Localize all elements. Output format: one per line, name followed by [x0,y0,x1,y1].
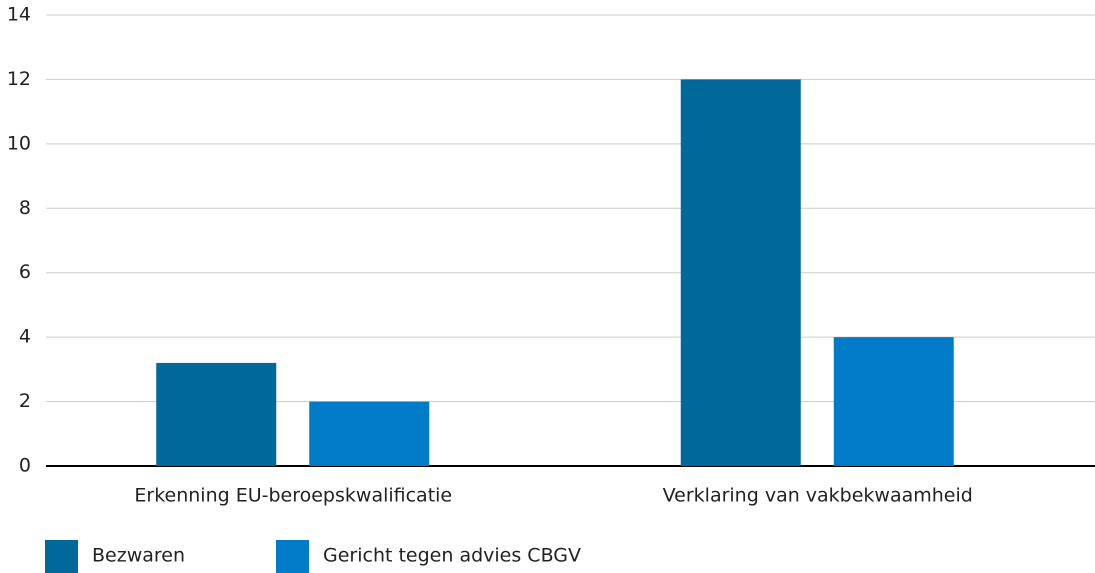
x-tick-label: Verklaring van vakbekwaamheid [663,485,973,507]
y-tick-label: 12 [7,68,31,90]
legend-swatch [45,540,78,573]
legend-swatch [276,540,309,573]
bar [156,362,277,466]
y-tick-label: 10 [7,132,31,154]
bar [833,337,954,466]
bar [309,401,430,466]
legend-label: Gericht tegen advies CBGV [323,545,581,567]
y-tick-label: 2 [19,390,31,412]
legend-label: Bezwaren [92,545,185,567]
y-tick-label: 6 [19,261,31,283]
y-tick-label: 14 [7,4,31,26]
x-tick-label: Erkenning EU-beroepskwalificatie [134,485,452,507]
y-tick-label: 0 [19,455,31,477]
bar [680,79,801,466]
y-tick-label: 8 [19,197,31,219]
y-tick-label: 4 [19,326,31,348]
